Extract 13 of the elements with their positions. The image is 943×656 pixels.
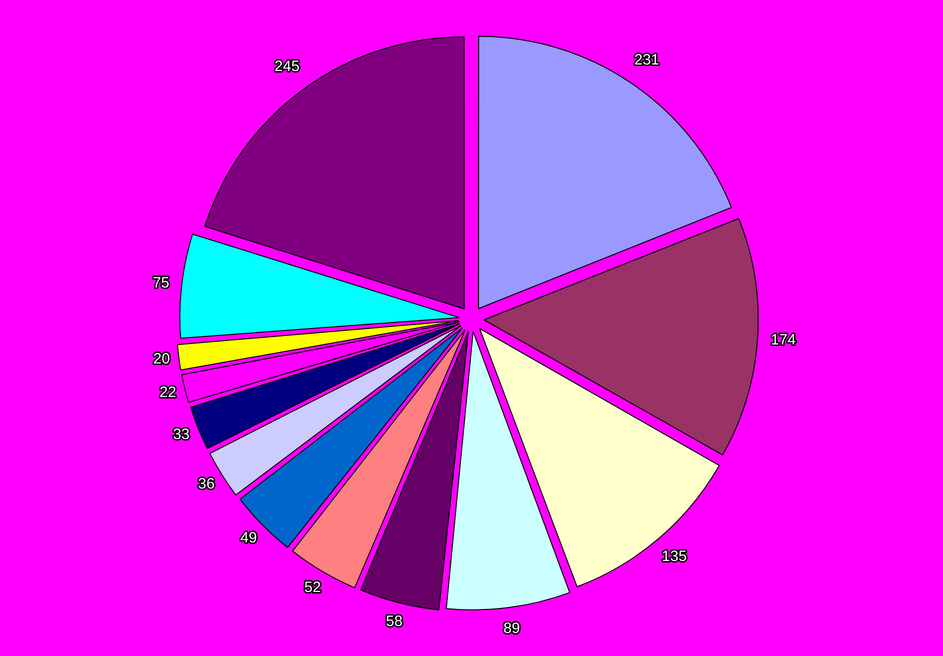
data-label: 22 [159,384,176,401]
data-label: 33 [172,426,190,444]
data-label: 49 [240,529,258,546]
data-label: 52 [304,579,321,596]
data-label: 89 [503,620,520,638]
data-label: 174 [770,331,796,348]
data-label: 75 [152,274,170,292]
data-label: 58 [386,612,403,630]
data-label: 36 [198,476,215,493]
data-label: 20 [153,350,170,368]
data-label: 231 [634,51,660,68]
data-label: 245 [274,58,300,75]
data-label: 135 [662,548,687,565]
